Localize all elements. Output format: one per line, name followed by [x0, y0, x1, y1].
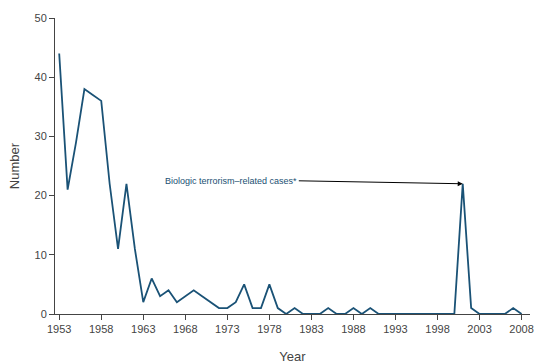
svg-text:1993: 1993: [383, 323, 407, 335]
svg-text:30: 30: [35, 130, 47, 142]
svg-text:1968: 1968: [173, 323, 197, 335]
svg-text:20: 20: [35, 189, 47, 201]
svg-text:1978: 1978: [257, 323, 281, 335]
svg-text:1963: 1963: [131, 323, 155, 335]
svg-text:1973: 1973: [215, 323, 239, 335]
svg-text:40: 40: [35, 71, 47, 83]
svg-text:50: 50: [35, 12, 47, 24]
svg-text:1988: 1988: [341, 323, 365, 335]
svg-text:1983: 1983: [299, 323, 323, 335]
svg-text:Year: Year: [279, 349, 306, 364]
svg-text:1953: 1953: [47, 323, 71, 335]
svg-text:0: 0: [41, 308, 47, 320]
svg-text:Number: Number: [7, 142, 22, 189]
svg-text:10: 10: [35, 249, 47, 261]
svg-text:Biologic terrorism–related cas: Biologic terrorism–related cases*: [165, 176, 297, 186]
svg-text:2008: 2008: [509, 323, 533, 335]
svg-text:2003: 2003: [467, 323, 491, 335]
svg-text:1998: 1998: [425, 323, 449, 335]
svg-text:1958: 1958: [89, 323, 113, 335]
